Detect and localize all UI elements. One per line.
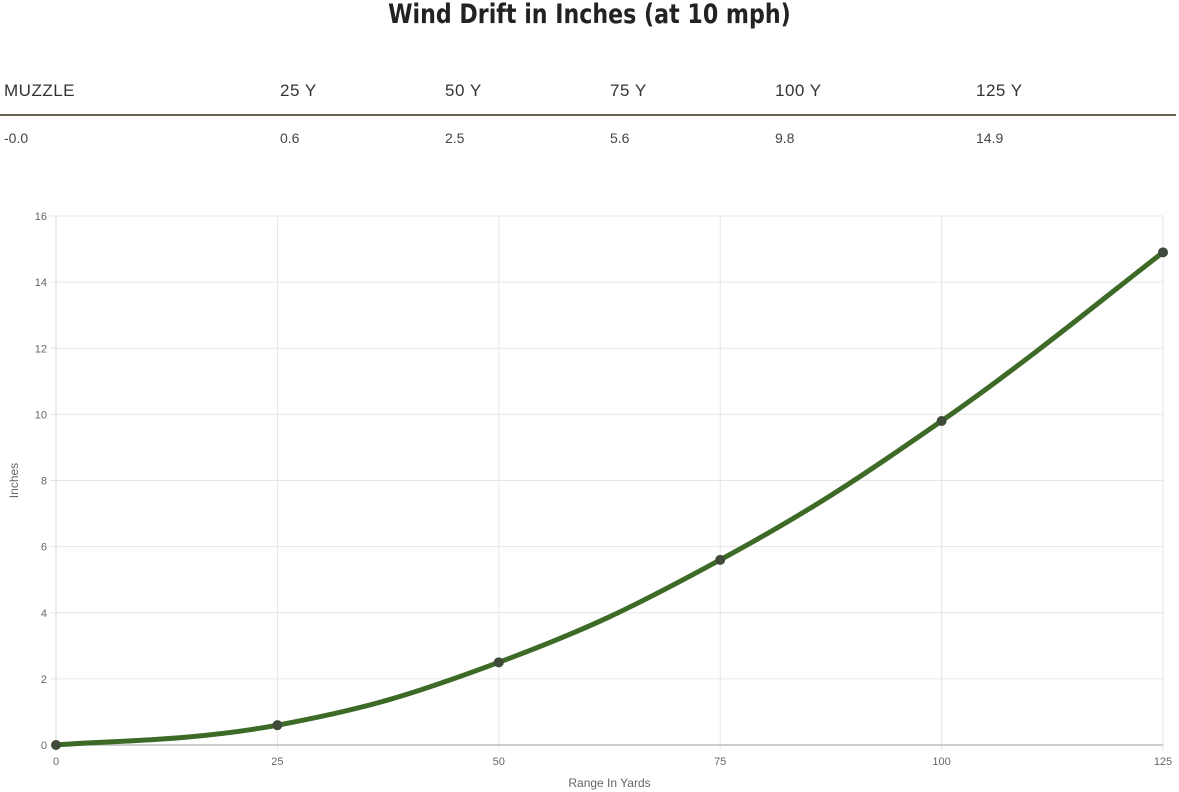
chart-axes [55,216,1163,746]
y-tick-label: 0 [41,740,47,752]
header-muzzle: MUZZLE [4,81,75,100]
y-tick-label: 10 [35,409,47,421]
header-50y: 50 Y [445,81,482,100]
data-point [272,720,283,731]
value-50y: 2.5 [445,130,465,146]
table-value-row: -0.0 0.6 2.5 5.6 9.8 14.9 [0,116,1176,164]
data-point [1158,247,1168,258]
table-header-row: MUZZLE 25 Y 50 Y 75 Y 100 Y 125 Y [0,70,1176,116]
y-tick-label: 14 [35,277,47,289]
data-point [715,554,726,565]
y-tick-label: 2 [41,674,47,686]
header-100y: 100 Y [775,81,822,100]
header-25y: 25 Y [280,81,317,100]
y-tick-label: 16 [35,211,47,223]
data-point [936,415,947,426]
y-tick-label: 12 [35,343,47,355]
x-tick-label: 125 [1154,756,1172,768]
chart-tick-labels: 0 2 4 6 8 10 12 14 16 0 25 50 75 100 125 [35,211,1172,768]
x-tick-label: 0 [53,756,59,768]
y-tick-label: 4 [41,608,47,620]
header-125y: 125 Y [976,81,1023,100]
x-axis-title: Range In Yards [568,776,650,790]
y-tick-label: 8 [41,476,47,488]
header-75y: 75 Y [610,81,647,100]
chart-series [51,247,1168,750]
value-75y: 5.6 [610,130,630,146]
x-tick-label: 75 [714,756,726,768]
value-125y: 14.9 [976,130,1004,146]
y-tick-label: 6 [41,542,47,554]
drift-table: MUZZLE 25 Y 50 Y 75 Y 100 Y 125 Y -0.0 0… [0,70,1176,164]
data-point [51,740,61,750]
chart-title: Wind Drift in Inches (at 10 mph) [388,0,791,30]
value-100y: 9.8 [775,130,795,146]
series-line [53,249,1166,748]
value-25y: 0.6 [280,130,300,146]
x-tick-label: 25 [271,756,283,768]
chart-grid [50,215,1164,751]
value-muzzle: -0.0 [4,130,29,146]
data-point [493,657,504,668]
y-axis-title: Inches [7,463,21,498]
x-tick-label: 50 [493,756,505,768]
x-tick-label: 100 [932,756,950,768]
